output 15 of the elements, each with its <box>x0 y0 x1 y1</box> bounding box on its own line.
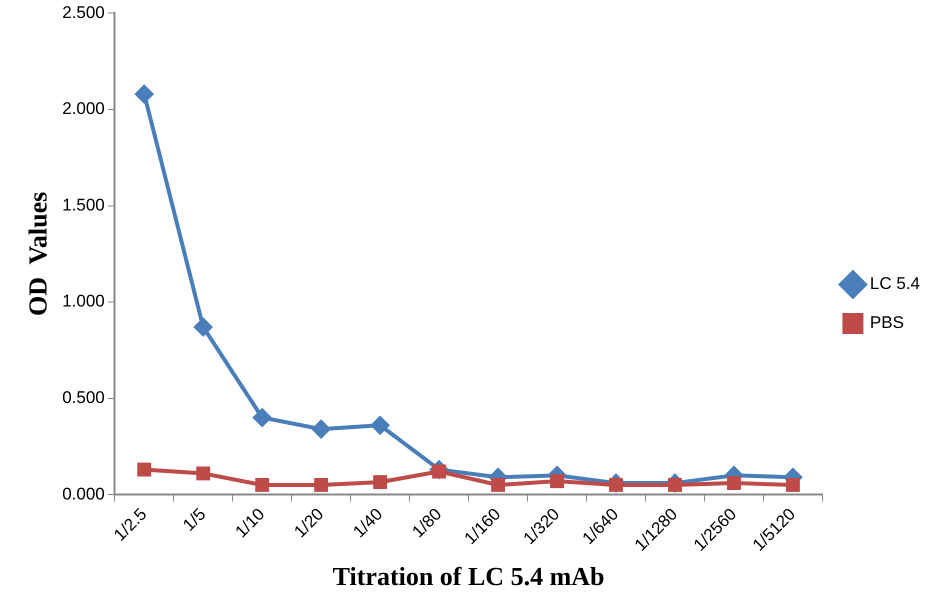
y-tick-label: 2.500 <box>62 2 105 22</box>
x-tick-label: 1/40 <box>349 504 386 542</box>
x-tick-label: 1/5 <box>179 504 210 535</box>
y-tick-label: 2.000 <box>62 99 105 118</box>
x-tick-label: 1/80 <box>408 504 446 542</box>
y-axis-title: OD Values <box>23 192 52 316</box>
legend-label: LC 5.4 <box>870 274 920 294</box>
y-tick-label: 1.500 <box>62 195 105 214</box>
y-tick-label: 0.000 <box>62 484 105 504</box>
x-axis-title: Titration of LC 5.4 mAb <box>332 562 604 592</box>
x-tick-label: 1/10 <box>231 504 268 542</box>
legend-label: PBS <box>870 313 904 332</box>
y-tick-label: 0.500 <box>62 388 105 408</box>
x-tick-label: 1/20 <box>290 504 328 542</box>
y-tick-label: 1.000 <box>62 292 105 311</box>
